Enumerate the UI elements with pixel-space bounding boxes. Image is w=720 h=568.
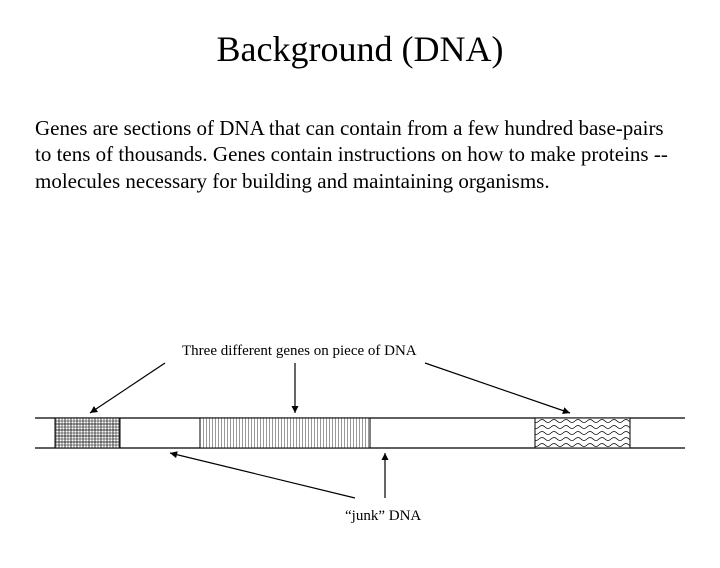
slide-title: Background (DNA) bbox=[0, 28, 720, 70]
caption-bottom: “junk” DNA bbox=[345, 508, 421, 525]
dna-diagram bbox=[35, 358, 685, 508]
body-paragraph: Genes are sections of DNA that can conta… bbox=[35, 115, 685, 194]
